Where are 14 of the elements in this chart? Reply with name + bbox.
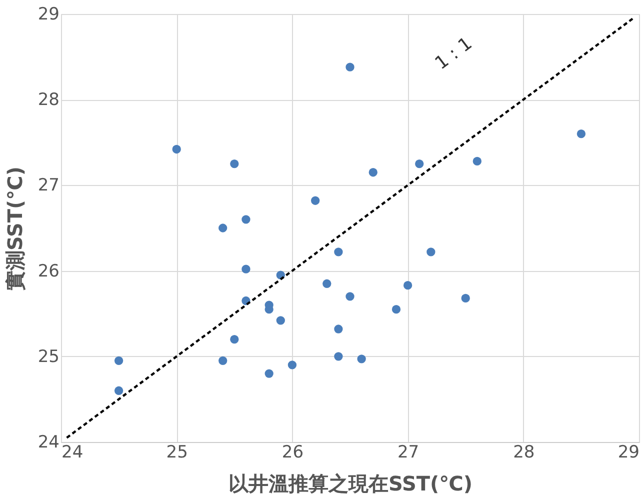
y-tick-label: 28	[38, 90, 60, 110]
x-tick-label: 26	[282, 442, 304, 462]
x-tick-label: 24	[62, 442, 84, 462]
x-tick-label: 25	[166, 442, 188, 462]
y-tick-label: 27	[38, 176, 60, 196]
y-axis-title: 實測SST(℃)	[2, 166, 27, 291]
x-axis-title: 以井溫推算之現在SST(℃)	[228, 472, 473, 496]
x-tick-label: 29	[618, 442, 640, 462]
y-tick-label: 26	[38, 261, 60, 282]
y-tick-label: 29	[38, 4, 60, 24]
x-tick-label: 28	[513, 442, 535, 462]
y-tick-label: 25	[38, 346, 60, 367]
annotation: 1 : 1	[431, 33, 476, 74]
x-tick-label: 27	[397, 442, 420, 462]
